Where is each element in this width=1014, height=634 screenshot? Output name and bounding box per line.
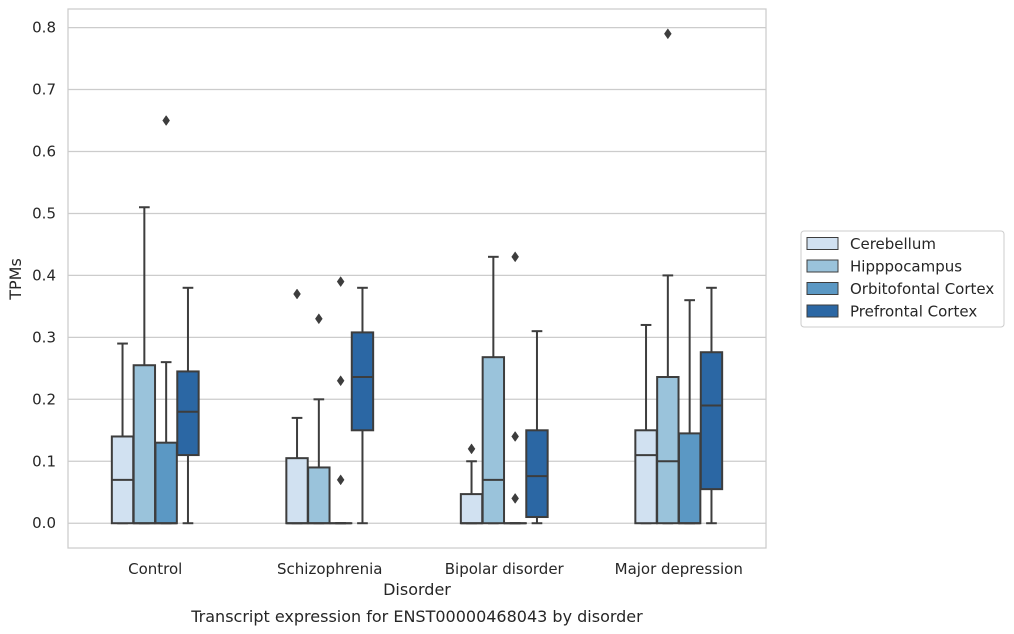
y-tick-label: 0.1 bbox=[32, 452, 56, 470]
outlier-point bbox=[511, 493, 519, 504]
box-prefrontal-cortex bbox=[525, 330, 549, 525]
box-body bbox=[677, 432, 702, 525]
box-plot-area bbox=[110, 28, 724, 525]
x-axis-label: Disorder bbox=[383, 580, 451, 599]
box-body bbox=[176, 370, 200, 457]
box-prefrontal-cortex bbox=[176, 286, 200, 525]
outlier-point bbox=[511, 431, 519, 442]
outlier-point bbox=[664, 28, 672, 40]
outlier-point bbox=[336, 375, 345, 387]
y-tick-label: 0.5 bbox=[32, 204, 56, 222]
box-cerebellum bbox=[110, 342, 135, 525]
outlier-point bbox=[162, 115, 170, 126]
box-prefrontal-cortex bbox=[350, 286, 375, 525]
x-tick-label: Major depression bbox=[615, 560, 743, 578]
legend-label: Orbitofontal Cortex bbox=[850, 280, 994, 298]
legend-swatch bbox=[806, 259, 839, 273]
box-body bbox=[350, 331, 375, 432]
box-prefrontal-cortex bbox=[699, 286, 724, 525]
box-hipppocampus bbox=[307, 313, 331, 525]
box-cerebellum bbox=[634, 323, 658, 525]
x-tick-label: Control bbox=[128, 560, 182, 578]
box-orbitofontal-cortex bbox=[154, 115, 178, 525]
legend-label: Hipppocampus bbox=[850, 258, 962, 276]
box-cerebellum bbox=[285, 288, 309, 525]
legend-swatch bbox=[806, 282, 839, 295]
box-body bbox=[525, 429, 549, 519]
outlier-point bbox=[315, 313, 323, 325]
box-hipppocampus bbox=[481, 255, 506, 525]
box-orbitofontal-cortex bbox=[328, 276, 353, 525]
y-tick-label: 0.4 bbox=[32, 266, 56, 284]
box-body bbox=[307, 466, 331, 525]
plot-frame bbox=[67, 8, 767, 549]
y-tick-label: 0.2 bbox=[32, 390, 56, 408]
legend: Cerebellum Hipppocampus Orbitofontal Corte… bbox=[800, 230, 1005, 328]
legend-frame bbox=[800, 230, 1005, 328]
y-tick-label: 0.0 bbox=[32, 514, 56, 532]
y-axis-label: TPMs bbox=[6, 258, 25, 301]
y-tick-label: 0.3 bbox=[32, 328, 56, 346]
box-body bbox=[459, 493, 484, 525]
outlier-point bbox=[467, 443, 476, 455]
box-orbitofontal-cortex bbox=[503, 251, 527, 525]
legend-label: Cerebellum bbox=[850, 235, 936, 253]
legend-label: Prefrontal Cortex bbox=[850, 303, 977, 321]
y-axis-ticks: 0.0 0.1 0.2 0.3 0.4 0.5 0.6 0.7 0.8 bbox=[32, 19, 56, 533]
outlier-point bbox=[293, 288, 301, 300]
box-body bbox=[285, 457, 309, 525]
box-hipppocampus bbox=[132, 206, 157, 525]
x-tick-label: Schizophrenia bbox=[277, 560, 382, 578]
box-body bbox=[481, 356, 506, 525]
outlier-point bbox=[336, 474, 345, 486]
outlier-point bbox=[336, 276, 345, 288]
x-axis-ticks: Control Schizophrenia Bipolar disorder Majo… bbox=[128, 560, 743, 578]
y-tick-label: 0.6 bbox=[32, 142, 56, 160]
box-body bbox=[656, 376, 680, 525]
box-body bbox=[634, 429, 658, 525]
box-body bbox=[154, 441, 178, 525]
outlier-point bbox=[511, 251, 519, 263]
legend-swatch bbox=[806, 237, 839, 250]
x-tick-label: Bipolar disorder bbox=[445, 560, 565, 578]
box-cerebellum bbox=[459, 443, 484, 525]
y-tick-label: 0.8 bbox=[32, 19, 56, 37]
chart-caption: Transcript expression for ENST0000046804… bbox=[190, 607, 643, 626]
box-body bbox=[132, 364, 157, 525]
legend-swatch bbox=[806, 304, 839, 318]
box-orbitofontal-cortex bbox=[677, 299, 702, 525]
box-body bbox=[699, 351, 724, 491]
y-tick-label: 0.7 bbox=[32, 81, 56, 99]
